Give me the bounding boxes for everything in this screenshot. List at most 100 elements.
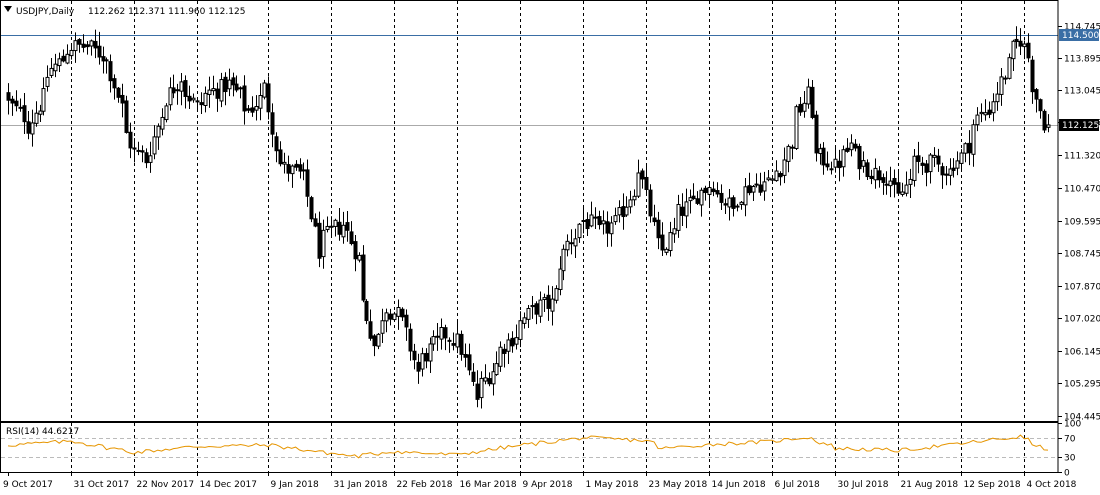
candle-body [900, 191, 905, 195]
candle-body [829, 168, 834, 171]
candle-body [873, 167, 878, 181]
candle-body [526, 308, 531, 320]
candle-body [506, 339, 511, 352]
candle-body [798, 103, 803, 113]
vertical-grid [71, 1, 1025, 472]
candle-body [400, 308, 405, 318]
candle-body [345, 222, 350, 231]
candle-body [790, 146, 795, 149]
candle-body [975, 114, 980, 126]
candle-body [428, 343, 433, 362]
candle-body [455, 333, 460, 348]
candle-body [569, 242, 574, 245]
candle-body [447, 339, 452, 342]
candle-body [656, 219, 661, 239]
candle-body [136, 149, 141, 152]
candle-body [971, 124, 976, 155]
candle-body [664, 248, 669, 253]
candle-body [325, 225, 330, 231]
candle-body [435, 335, 440, 338]
candle-body [723, 203, 728, 206]
candle-body [187, 95, 192, 102]
candle-body [420, 353, 425, 370]
candle-body [376, 333, 381, 347]
candle-body [443, 327, 448, 339]
candle-body [160, 116, 165, 130]
candle-body [699, 189, 704, 206]
price-tick-label: 107.020 [1064, 315, 1100, 325]
candle-body [928, 154, 933, 173]
time-tick-label: 21 Aug 2018 [901, 480, 959, 490]
price-tick-label: 105.295 [1064, 380, 1100, 390]
candle-body [940, 166, 945, 176]
candle-body [93, 40, 98, 49]
candle-body [585, 219, 590, 230]
candle-body [987, 109, 992, 115]
price-tick-label: 109.595 [1064, 218, 1100, 228]
candle-body [262, 82, 267, 98]
chart-frame [0, 0, 1059, 473]
candle-body [380, 320, 385, 334]
candle-body [77, 39, 82, 45]
candle-body [38, 110, 43, 115]
time-tick-label: 30 Jul 2018 [838, 480, 889, 490]
price-tick-label: 114.745 [1064, 23, 1100, 33]
candle-body [156, 125, 161, 138]
price-tags: 114.500 112.125 [1059, 29, 1099, 131]
candle-body [754, 183, 759, 186]
candle-body [463, 353, 468, 358]
candle-body [274, 136, 279, 152]
candle-body [219, 79, 224, 102]
candle-body [467, 354, 472, 371]
candle-body [853, 143, 858, 149]
candle-body [286, 164, 291, 174]
candle-body [908, 178, 913, 185]
candle-body [329, 225, 334, 228]
candle-body [542, 297, 547, 300]
candle-body [632, 195, 637, 201]
candle-body [290, 165, 295, 175]
candle-body [1026, 42, 1031, 59]
candle-body [254, 106, 259, 111]
candle-body [770, 178, 775, 181]
candle-body [624, 206, 629, 216]
candle-body [628, 199, 633, 208]
candle-body [168, 87, 173, 106]
main-pane-border [0, 0, 1059, 422]
candle-body [648, 189, 653, 217]
time-tick-label: 31 Oct 2017 [74, 480, 130, 490]
symbol-menu-triangle-icon[interactable] [4, 6, 12, 12]
candle-body [144, 152, 149, 164]
candle-body [483, 377, 488, 382]
candle-body [530, 305, 535, 308]
candle-body [1034, 89, 1039, 100]
candle-body [944, 173, 949, 176]
candle-body [502, 348, 507, 354]
candle-body [317, 222, 322, 259]
candle-body [231, 77, 236, 86]
candle-body [995, 93, 1000, 103]
candle-body [439, 326, 444, 340]
candle-body [341, 224, 346, 238]
candle-body [782, 159, 787, 176]
candle-body [884, 183, 889, 186]
candle-body [869, 175, 874, 180]
candle-body [491, 371, 496, 385]
candle-body [242, 85, 247, 112]
candle-body [794, 106, 799, 149]
price-tick-label: 104.445 [1064, 413, 1100, 423]
candle-body [561, 248, 566, 272]
candle-body [337, 221, 342, 235]
candle-body [1018, 40, 1023, 47]
candle-body [207, 89, 212, 95]
candle-body [778, 173, 783, 178]
rsi-indicator [1, 434, 1058, 459]
price-tick-label: 113.895 [1064, 55, 1100, 65]
candle-body [774, 170, 779, 182]
candle-body [916, 155, 921, 162]
symbol-label[interactable]: USDJPY,Daily [16, 7, 75, 17]
candle-body [97, 45, 102, 58]
candle-body [494, 363, 499, 376]
